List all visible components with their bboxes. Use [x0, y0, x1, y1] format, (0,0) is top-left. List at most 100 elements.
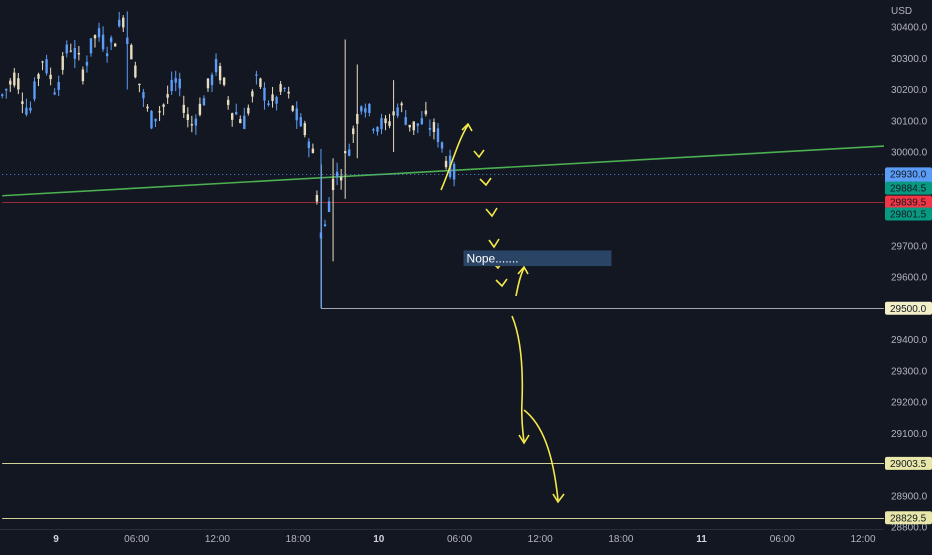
- candle-body: [142, 92, 145, 99]
- candle-body: [239, 119, 242, 124]
- level-price-label-bg[interactable]: [885, 207, 932, 221]
- price-tick-label: 29100.0: [891, 429, 928, 440]
- candle-body: [174, 78, 177, 83]
- candle-body: [166, 94, 169, 98]
- drawn-chevron-4: [488, 238, 500, 249]
- candle-body: [154, 118, 157, 122]
- price-axis[interactable]: USD 30400.0 30300.0 30200.0 30100.0 30000.0 29…: [884, 0, 932, 550]
- candle-body: [271, 94, 274, 101]
- level-price-label-bg[interactable]: [885, 301, 932, 315]
- candle-body: [436, 128, 440, 143]
- level-price-label: 29930.0: [890, 169, 927, 180]
- candle-body: [279, 84, 282, 92]
- annotation-box[interactable]: [463, 250, 612, 267]
- time-tick-label: 12:00: [205, 534, 230, 545]
- candle-body: [21, 101, 24, 105]
- candle-body: [230, 113, 234, 120]
- candle-body: [198, 103, 202, 115]
- price-tick-label: 29600.0: [891, 273, 928, 284]
- candle-body: [49, 74, 52, 80]
- candle-body: [255, 74, 258, 76]
- level-price-label: 29003.5: [890, 459, 927, 470]
- level-price-label: 28829.5: [890, 513, 927, 524]
- time-tick-label: 06:00: [124, 534, 149, 545]
- candle-body: [33, 81, 36, 100]
- candle-body: [388, 121, 391, 126]
- annotation-text: Nope.......: [467, 251, 519, 265]
- level-price-label-bg[interactable]: [885, 511, 932, 525]
- drawn-arrowhead-small: [517, 265, 529, 275]
- candle-body: [222, 77, 226, 85]
- drawn-curve-down[interactable]: [511, 315, 525, 443]
- candle-body: [69, 50, 72, 52]
- candle-body: [85, 61, 89, 66]
- candle-body: [432, 122, 436, 133]
- candle-body: [307, 141, 311, 149]
- candle-body: [283, 88, 286, 90]
- drawn-curve-small-up[interactable]: [515, 267, 525, 297]
- candle-body: [73, 48, 77, 59]
- price-tick-label: 30000.0: [891, 148, 928, 159]
- candle-body: [105, 53, 109, 57]
- candle-body: [25, 107, 28, 115]
- candle-body: [408, 124, 411, 128]
- price-tick-label: 29400.0: [891, 335, 928, 346]
- level-price-label-bg[interactable]: [885, 456, 932, 470]
- candle-body: [41, 61, 44, 63]
- candle-body: [190, 124, 194, 126]
- candle-body: [416, 123, 420, 126]
- drawn-arrowhead-top: [461, 122, 473, 132]
- level-price-label: 29801.5: [890, 210, 927, 221]
- candle-body: [251, 91, 254, 97]
- levels-layer: [2, 164, 884, 519]
- trendline-layer: [2, 145, 885, 197]
- candle-body: [29, 107, 32, 111]
- candle-body: [299, 117, 302, 127]
- candle-body: [109, 37, 113, 43]
- level-price-label: 29884.5: [890, 184, 927, 195]
- candle-body: [61, 56, 64, 70]
- candle-body: [235, 112, 238, 115]
- time-tick-label: 12:00: [850, 534, 875, 545]
- candle-body: [210, 74, 214, 86]
- time-tick-label: 18:00: [286, 534, 311, 545]
- candle-body: [45, 59, 48, 74]
- candle-body: [158, 111, 161, 113]
- drawn-curve-up[interactable]: [440, 124, 469, 191]
- candle-body: [327, 201, 331, 213]
- drawn-chevron-6: [495, 278, 508, 288]
- candle-body: [343, 151, 347, 154]
- candle-body: [335, 171, 339, 177]
- time-axis[interactable]: 9 06:00 12:00 18:00 10 06:00 12:00 18:00 11 06:00…: [0, 529, 884, 550]
- time-tick-label: 12:00: [528, 534, 553, 545]
- candle-body: [360, 106, 363, 112]
- time-tick-label: 18:00: [608, 534, 633, 545]
- candle-body: [291, 105, 294, 111]
- price-tick-label: 29200.0: [891, 398, 928, 409]
- candle-body: [162, 104, 165, 107]
- candle-body: [384, 118, 387, 124]
- candle-body: [428, 127, 432, 130]
- candle-body: [339, 176, 343, 181]
- trendline[interactable]: [2, 145, 885, 197]
- level-price-label-bg[interactable]: [885, 195, 932, 209]
- candle-body: [53, 92, 56, 95]
- candle-body: [348, 149, 351, 156]
- candle-body: [170, 79, 173, 92]
- price-tick-label: 28800.0: [891, 523, 928, 534]
- candle-body: [364, 108, 367, 113]
- level-price-label-bg[interactable]: [885, 181, 932, 195]
- candle-body: [452, 164, 456, 180]
- candle-body: [218, 66, 222, 81]
- candle-body: [37, 74, 40, 79]
- candle-body: [182, 104, 185, 113]
- drawn-chevron-2: [479, 177, 492, 187]
- candle-body: [392, 111, 395, 116]
- candle-body: [319, 232, 323, 239]
- candle-body: [5, 89, 8, 91]
- drawn-curve-long[interactable]: [523, 409, 559, 501]
- time-axis-bg: [0, 529, 884, 550]
- drawing-layer: [440, 122, 565, 504]
